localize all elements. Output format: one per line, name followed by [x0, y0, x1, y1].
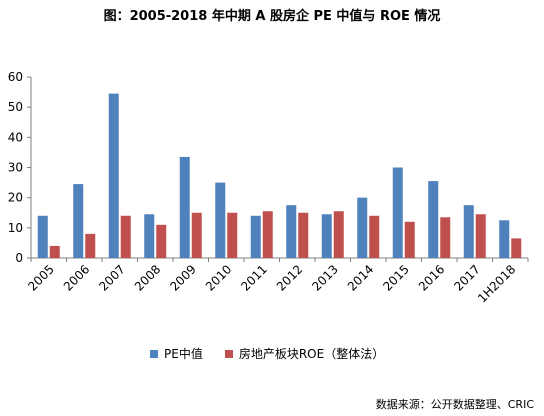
legend-swatch-pe: [150, 349, 158, 358]
y-tick-label: 60: [8, 70, 23, 84]
x-tick-label: 2012: [274, 262, 305, 293]
y-tick-label: 50: [8, 100, 23, 114]
y-tick-label: 40: [8, 130, 23, 144]
bar-roe: [511, 238, 522, 258]
legend-label-pe: PE中值: [164, 347, 203, 361]
bar-roe: [227, 212, 238, 258]
legend-item-roe: 房地产板块ROE（整体法）: [224, 345, 385, 362]
bar-pe: [144, 214, 155, 258]
bar-pe: [108, 93, 119, 258]
y-tick-label: 20: [8, 191, 23, 205]
bar-roe: [156, 224, 167, 258]
y-tick-label: 0: [15, 251, 23, 265]
bar-pe: [73, 184, 84, 258]
x-tick-label: 2010: [203, 262, 234, 293]
bar-roe: [440, 217, 451, 258]
source-note: 数据来源：公开数据整理、CRIC: [375, 398, 534, 411]
x-tick-label: 2005: [25, 262, 56, 293]
x-tick-label: 2014: [345, 262, 376, 293]
bar-roe: [298, 212, 309, 258]
x-tick-label: 2008: [132, 262, 163, 293]
bar-pe: [357, 197, 368, 258]
bar-pe: [37, 215, 48, 258]
x-tick-label: 2013: [309, 262, 340, 293]
bar-roe: [369, 215, 380, 258]
x-tick-label: 1H2018: [475, 262, 518, 305]
bar-roe: [191, 212, 202, 258]
bar-pe: [392, 167, 403, 258]
x-tick-label: 2017: [451, 262, 482, 293]
x-tick-label: 2015: [380, 262, 411, 293]
y-tick-label: 30: [8, 161, 23, 175]
bar-pe: [463, 205, 474, 258]
x-tick-label: 2009: [167, 262, 198, 293]
bar-pe: [499, 220, 510, 258]
bar-pe: [286, 205, 297, 258]
legend: PE中值 房地产板块ROE（整体法）: [150, 345, 384, 362]
bar-pe: [179, 156, 190, 258]
bar-roe: [85, 233, 96, 258]
bar-pe: [250, 215, 261, 258]
bar-roe: [333, 211, 344, 258]
bar-pe: [321, 214, 332, 258]
x-tick-label: 2016: [416, 262, 447, 293]
bar-pe: [428, 181, 439, 258]
y-tick-label: 10: [8, 221, 23, 235]
x-tick-label: 2007: [96, 262, 127, 293]
x-tick-label: 2011: [238, 262, 269, 293]
bar-roe: [120, 215, 131, 258]
legend-item-pe: PE中值: [150, 345, 203, 362]
bar-roe: [404, 221, 415, 258]
bar-roe: [49, 245, 60, 258]
legend-label-roe: 房地产板块ROE（整体法）: [238, 347, 385, 361]
legend-swatch-roe: [224, 349, 233, 358]
x-tick-label: 2006: [61, 262, 92, 293]
bar-roe: [475, 214, 486, 258]
bar-roe: [262, 211, 273, 258]
bar-pe: [215, 182, 226, 258]
chart-title: 图：2005-2018 年中期 A 股房企 PE 中值与 ROE 情况: [103, 9, 441, 24]
